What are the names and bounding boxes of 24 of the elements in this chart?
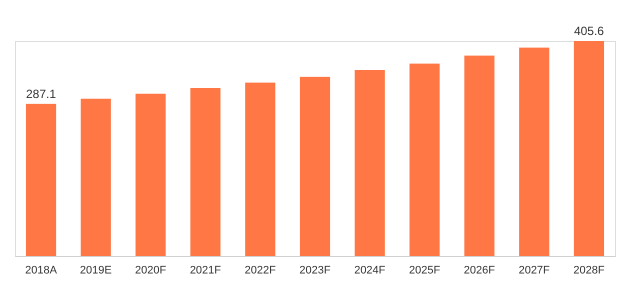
x-tick-label: 2018A	[25, 264, 58, 276]
data-label: 287.1	[26, 86, 56, 101]
bar	[574, 41, 604, 256]
x-tick-label: 2022F	[244, 264, 276, 276]
x-tick-label: 2027F	[518, 264, 550, 276]
x-tick-label: 2024F	[354, 264, 386, 276]
bar	[410, 64, 440, 256]
x-tick-label: 2021F	[190, 264, 222, 276]
bar	[519, 48, 550, 256]
bar	[354, 70, 385, 256]
x-tick-label: 2028F	[573, 264, 605, 276]
bar	[136, 94, 166, 256]
bar	[245, 82, 276, 256]
bar	[26, 104, 56, 256]
x-tick-label: 2020F	[135, 264, 166, 276]
x-tick-label: 2025F	[408, 264, 440, 276]
data-label: 405.6	[574, 24, 604, 38]
bar	[464, 56, 494, 256]
bar	[300, 76, 330, 256]
x-tick-label: 2023F	[299, 264, 331, 276]
bar	[190, 88, 220, 256]
x-tick-label: 2019E	[80, 264, 112, 276]
bar	[80, 98, 111, 256]
x-tick-label: 2026F	[464, 264, 496, 276]
